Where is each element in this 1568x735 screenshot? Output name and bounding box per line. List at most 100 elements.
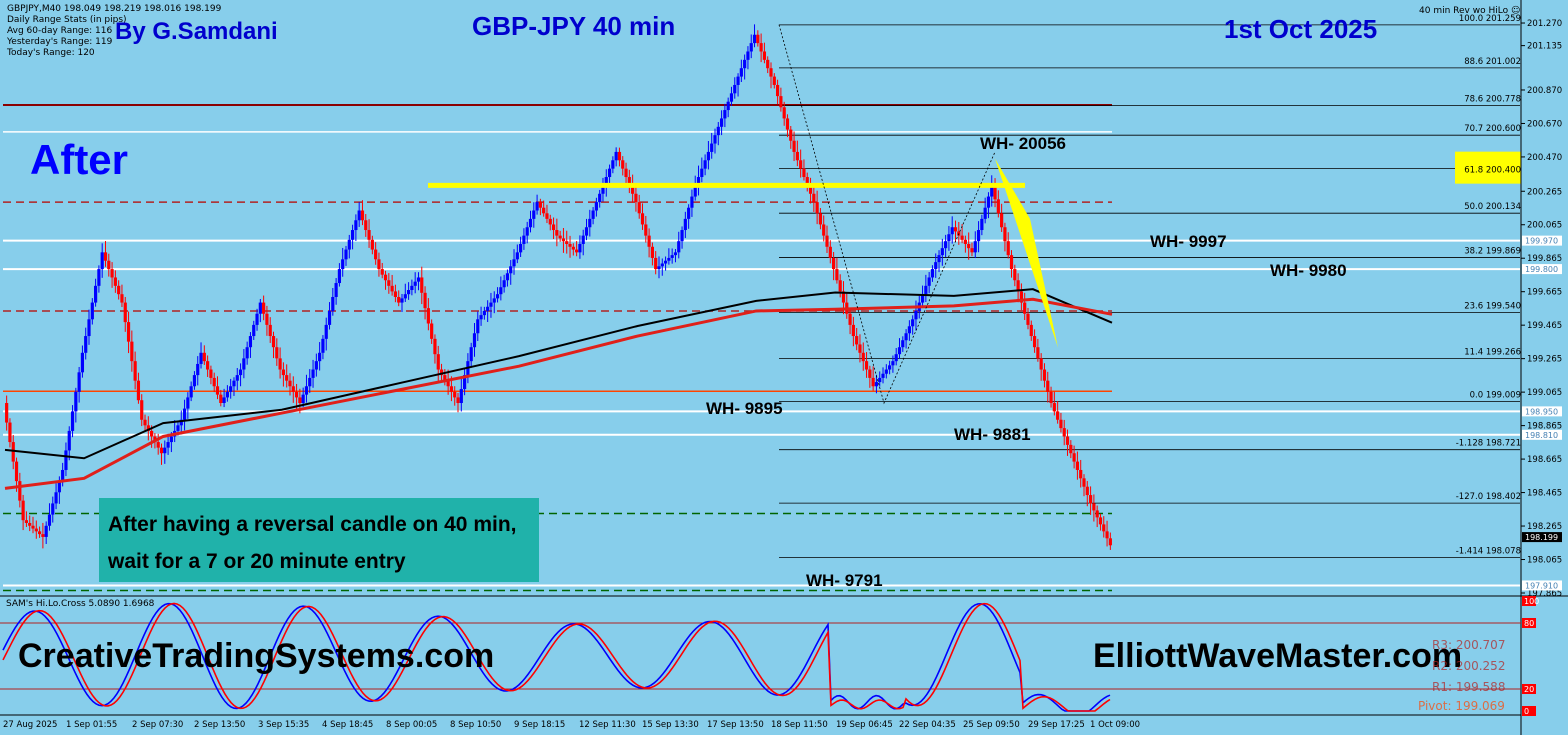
- fib-label-2: 78.6 200.778: [1464, 94, 1521, 104]
- candle-332: [1098, 517, 1103, 525]
- candle-279: [924, 285, 928, 295]
- candle-260: [861, 352, 865, 362]
- candle-304: [1006, 241, 1010, 256]
- x-tick-label-13: 19 Sep 06:45: [836, 720, 893, 730]
- x-tick-label-4: 3 Sep 15:35: [258, 720, 309, 730]
- stats-yesterday: Yesterday's Range: 119: [7, 37, 113, 47]
- candle-30: [103, 252, 108, 261]
- candle-167: [555, 230, 559, 236]
- candle-111: [370, 239, 374, 250]
- candle-3: [14, 461, 19, 482]
- x-tick-label-0: 27 Aug 2025: [3, 720, 57, 730]
- candle-205: [680, 230, 684, 242]
- candle-306: [1013, 269, 1017, 281]
- candle-68: [229, 386, 233, 392]
- candle-25: [87, 319, 91, 337]
- candle-256: [848, 313, 852, 325]
- wave-label-6: WH- 9791: [806, 571, 883, 590]
- pivot-r3: R3: 200.707: [1432, 638, 1506, 652]
- y-tick-label-3: 200.670: [1527, 119, 1562, 129]
- candle-231: [766, 59, 770, 69]
- x-tick-label-6: 8 Sep 00:05: [386, 720, 437, 730]
- callout-box: After having a reversal candle on 40 min…: [99, 498, 539, 582]
- candle-313: [1036, 347, 1040, 359]
- candle-300: [993, 185, 997, 200]
- candle-57: [192, 375, 197, 387]
- candle-58: [196, 363, 200, 376]
- candle-174: [578, 243, 582, 253]
- candle-1: [8, 422, 12, 443]
- osc-scale-tag-2: [1522, 684, 1536, 694]
- candle-217: [719, 118, 724, 127]
- y-tick-label-11: 199.065: [1527, 388, 1562, 398]
- candle-151: [502, 280, 506, 288]
- x-tick-label-16: 29 Sep 17:25: [1028, 720, 1085, 730]
- candle-33: [113, 277, 117, 286]
- candle-86: [288, 380, 292, 387]
- white-level-tag-3: [1522, 429, 1562, 440]
- candle-295: [976, 230, 981, 242]
- y-tick-label-10: 199.265: [1527, 355, 1562, 365]
- y-tick-label-17: 197.865: [1527, 589, 1562, 599]
- candle-132: [439, 369, 444, 376]
- pivot-p: Pivot: 199.069: [1418, 699, 1505, 713]
- y-tick-label-0: 201.270: [1527, 19, 1562, 29]
- candle-233: [772, 76, 776, 85]
- candle-212: [703, 160, 707, 169]
- candle-119: [397, 296, 401, 303]
- candle-23: [80, 352, 85, 373]
- candle-198: [657, 266, 661, 270]
- candle-331: [1095, 510, 1099, 518]
- candle-308: [1019, 291, 1023, 303]
- after-label: After: [30, 136, 129, 183]
- candle-27: [94, 285, 98, 303]
- candle-44: [150, 430, 154, 437]
- candle-276: [914, 310, 918, 320]
- candle-178: [591, 210, 595, 219]
- candle-5: [21, 500, 25, 521]
- candle-56: [189, 386, 193, 398]
- candle-8: [31, 525, 35, 529]
- candle-213: [706, 151, 711, 161]
- candle-43: [146, 425, 150, 431]
- candle-321: [1062, 428, 1066, 437]
- candle-208: [690, 196, 694, 208]
- candle-41: [140, 400, 144, 420]
- candle-59: [199, 352, 203, 364]
- candle-325: [1075, 461, 1080, 470]
- y-tick-label-2: 200.870: [1527, 86, 1562, 96]
- candle-147: [489, 302, 493, 307]
- candle-94: [314, 361, 318, 370]
- candle-243: [805, 177, 809, 186]
- y-tick-label-15: 198.265: [1527, 522, 1562, 532]
- candle-197: [654, 257, 658, 270]
- fib-label-6: 38.2 199.869: [1464, 247, 1521, 257]
- candle-215: [713, 135, 717, 144]
- candle-287: [950, 227, 954, 235]
- candle-137: [456, 397, 460, 404]
- author-label: By G.Samdani: [115, 18, 278, 45]
- candle-22: [77, 372, 81, 392]
- x-tick-label-15: 25 Sep 09:50: [963, 720, 1020, 730]
- current-price-tag: [1522, 532, 1562, 543]
- candle-257: [851, 324, 855, 337]
- candle-85: [285, 375, 289, 381]
- candle-157: [522, 235, 526, 244]
- x-tick-label-10: 15 Sep 13:30: [642, 720, 699, 730]
- candle-55: [186, 397, 190, 409]
- candle-240: [795, 151, 799, 161]
- candle-241: [799, 160, 803, 169]
- candle-173: [575, 249, 579, 253]
- candle-143: [476, 319, 480, 334]
- candle-225: [746, 51, 750, 60]
- candle-93: [311, 369, 315, 378]
- candle-0: [5, 403, 9, 423]
- candle-4: [18, 481, 22, 501]
- candle-302: [1000, 213, 1004, 228]
- candle-36: [123, 302, 127, 323]
- candle-28: [97, 269, 101, 286]
- candle-97: [324, 324, 328, 339]
- candle-192: [637, 202, 641, 214]
